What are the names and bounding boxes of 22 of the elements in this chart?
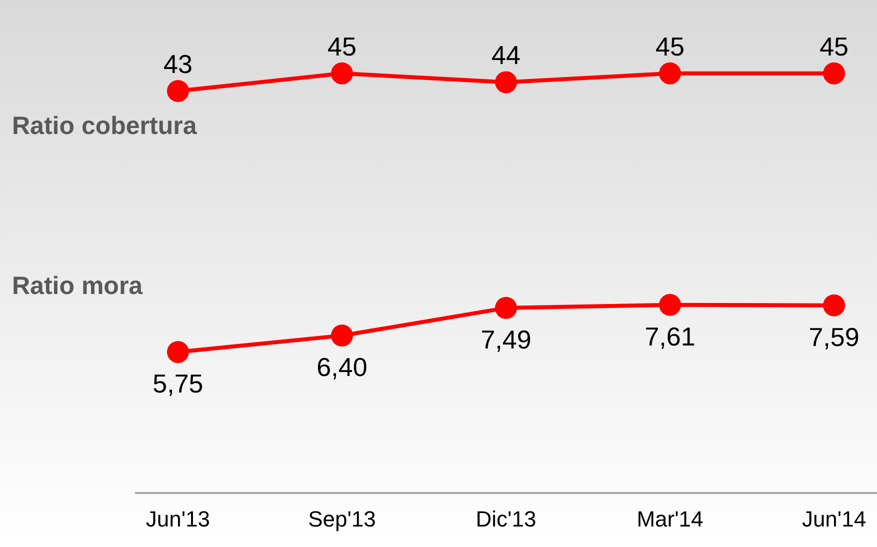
x-tick-label: Dic'13: [476, 506, 536, 532]
data-label: 45: [820, 31, 848, 62]
x-tick-label: Mar'14: [636, 506, 704, 532]
data-label: 7,49: [480, 324, 532, 354]
data-label: 6,40: [316, 352, 368, 382]
x-tick-label: Sep'13: [308, 506, 376, 532]
text: Ratio mora: [12, 272, 143, 301]
x-tick-label: Jun'13: [146, 506, 210, 532]
point: [823, 294, 846, 316]
data-label: 43: [164, 48, 192, 79]
data-label: 7,61: [644, 321, 696, 352]
x-tick-label: Jun'14: [802, 506, 866, 532]
point: [659, 294, 682, 316]
data-label: 45: [328, 31, 356, 62]
data-label: 44: [492, 40, 520, 70]
series-label: Ratio cobertura: [12, 112, 197, 141]
data-label: 5,75: [152, 368, 204, 398]
point: [495, 296, 517, 319]
point: [330, 324, 353, 347]
point: [166, 341, 189, 364]
data-label: 7,59: [808, 322, 860, 352]
data-label: 45: [656, 31, 684, 62]
